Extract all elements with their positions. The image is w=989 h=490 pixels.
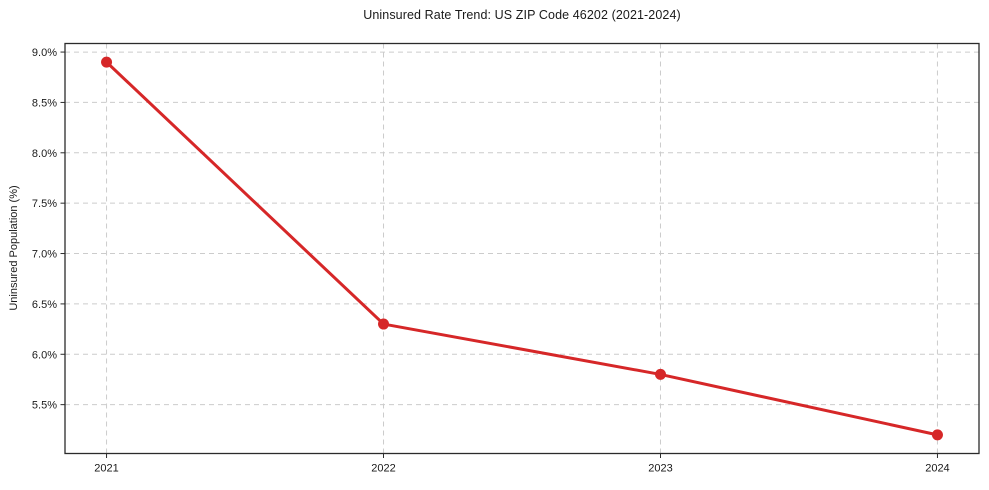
y-tick-label: 6.5% — [32, 299, 57, 311]
plot-border — [64, 42, 980, 455]
y-tick-label: 8.0% — [32, 148, 57, 160]
data-point — [654, 368, 666, 380]
data-point — [101, 56, 113, 68]
y-tick-label: 5.5% — [32, 400, 57, 412]
y-axis-label: Uninsured Population (%) — [8, 185, 20, 311]
y-tick-label: 7.0% — [32, 249, 57, 261]
y-tick-label: 8.5% — [32, 97, 57, 109]
x-tick-label: 2024 — [925, 463, 949, 475]
data-point — [931, 429, 943, 441]
y-tick-label: 7.5% — [32, 198, 57, 210]
x-tick-label: 2023 — [648, 463, 672, 475]
data-point — [378, 318, 390, 330]
y-tick-label: 9.0% — [32, 47, 57, 59]
chart-title: Uninsured Rate Trend: US ZIP Code 46202 … — [363, 8, 681, 22]
line-series — [105, 60, 939, 437]
x-tick-label: 2021 — [94, 463, 118, 475]
y-tick-label: 6.0% — [32, 349, 57, 361]
x-tick-label: 2022 — [371, 463, 395, 475]
